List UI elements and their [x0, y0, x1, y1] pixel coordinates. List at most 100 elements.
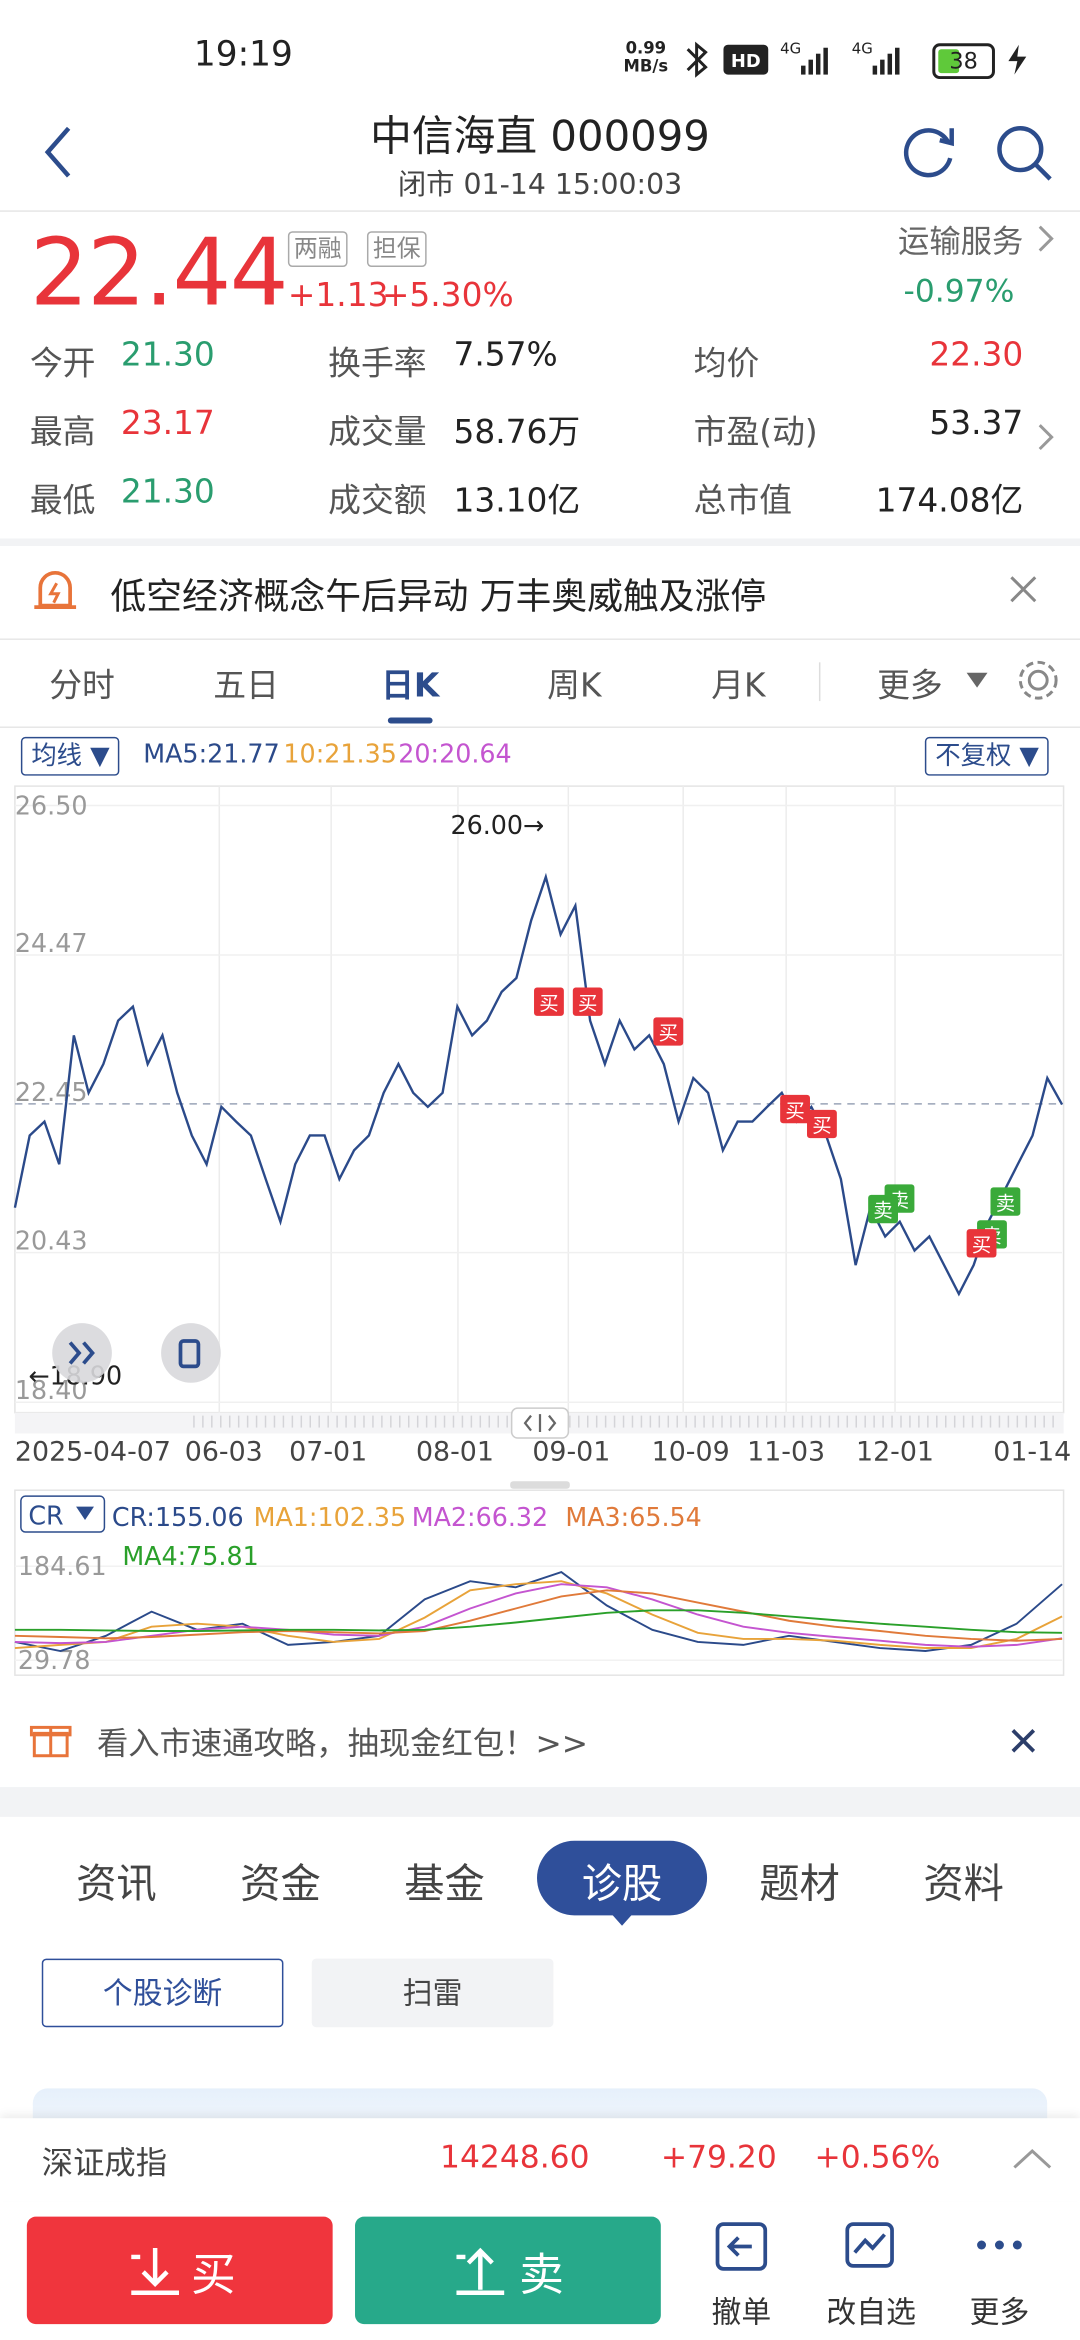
tag[interactable]: 两融 [287, 231, 348, 268]
price-change-pct: +5.30% [381, 277, 514, 315]
info-tab[interactable]: 资料 [923, 1861, 1004, 1908]
svg-text:HD: HD [731, 51, 761, 72]
cr-line [14, 1580, 1063, 1649]
settings-button[interactable] [1014, 656, 1062, 704]
signal-marker [653, 1017, 684, 1046]
stat-label: 成交额 [328, 483, 427, 521]
action-label[interactable]: 撤单 [711, 2294, 772, 2331]
signal-marker [534, 987, 564, 1016]
news-headline[interactable]: 低空经济概念午后异动 万丰奥威触及涨停 [110, 575, 767, 618]
dropdown-arrow [966, 672, 988, 688]
x-tick-label: 08-01 [416, 1436, 494, 1467]
diag-button[interactable]: 个股诊断 [41, 1958, 284, 2028]
battery: 38 [932, 43, 995, 80]
battery-level: 38 [949, 47, 978, 75]
info-tab[interactable]: 资讯 [76, 1861, 157, 1908]
stat-label: 均价 [693, 346, 760, 384]
index-value: 14248.60 [440, 2139, 590, 2175]
sector-name[interactable]: 运输服务 [898, 223, 1024, 260]
signal-label: 卖 [873, 1199, 892, 1222]
divider [0, 726, 1080, 728]
chart-tab[interactable]: 五日 [213, 668, 279, 706]
promo-text[interactable]: 看入市速通攻略，抽现金红包！>> [96, 1725, 589, 1762]
y-tick-label: 20.43 [15, 1226, 88, 1256]
market-status: 闭市 01-14 15:00:03 [397, 168, 683, 202]
expand-button[interactable] [1010, 2145, 1055, 2172]
sell-button[interactable] [355, 2216, 661, 2325]
info-tab[interactable]: 题材 [759, 1861, 840, 1908]
ma-selector[interactable]: 均线 ▼ [20, 736, 121, 776]
chart-tab[interactable]: 分时 [49, 668, 115, 706]
ma5-label: MA5:21.77 [143, 739, 280, 770]
chart-tab[interactable]: 日K [381, 668, 440, 706]
y-tick-label: 26.50 [15, 790, 88, 820]
stat-label: 最低 [29, 483, 96, 521]
cr-line [14, 1571, 1063, 1653]
x-tick-label: 10-09 [652, 1436, 730, 1467]
index-change: +79.20 [660, 2139, 777, 2175]
x-tick-label: 06-03 [185, 1436, 263, 1467]
dropdown-arrow [76, 1506, 94, 1521]
adjust-selector[interactable]: 不复权 ▼ [924, 736, 1050, 776]
status-icons: HD 4G 4G [686, 40, 900, 78]
tag[interactable]: 担保 [366, 231, 427, 268]
buy-button[interactable] [26, 2216, 333, 2325]
charging-icon [1008, 44, 1027, 75]
svg-text:4G: 4G [780, 40, 801, 58]
price-line [13, 872, 1064, 1297]
info-tab[interactable]: 基金 [404, 1861, 485, 1908]
signal-label: 买 [812, 1114, 831, 1137]
action-label[interactable]: 改自选 [826, 2294, 916, 2331]
section-gap [0, 1787, 1080, 1817]
cr-line [14, 1583, 1063, 1648]
stat-label: 最高 [29, 414, 96, 452]
stat-value: 53.37 [929, 405, 1024, 444]
info-tab[interactable]: 资金 [240, 1861, 321, 1908]
signal-label: 卖 [996, 1192, 1015, 1215]
panel-border [14, 1489, 1065, 1676]
scan-button[interactable]: 扫雷 [311, 1958, 554, 2028]
net-unit: MB/s [623, 56, 669, 77]
signal-label: 买 [578, 992, 597, 1015]
index-pct: +0.56% [814, 2139, 941, 2175]
cr-line [14, 1589, 1063, 1642]
info-tab[interactable]: 诊股 [581, 1861, 663, 1908]
ma20-label: 20:20.64 [398, 739, 512, 770]
x-tick-label: 2025-04-07 [15, 1436, 171, 1467]
gift-icon [29, 1725, 72, 1758]
y-tick-label: 22.45 [15, 1077, 88, 1107]
action-label[interactable]: 更多 [969, 2294, 1030, 2331]
adjust-label: 不复权 [935, 741, 1012, 772]
price-change: +1.13 [287, 277, 389, 315]
buy-icon [131, 2247, 180, 2295]
refresh-button[interactable] [898, 119, 961, 182]
float-button [52, 1323, 112, 1383]
active-tab-pill [537, 1840, 708, 1916]
divider [0, 210, 1080, 212]
search-button[interactable] [990, 119, 1056, 185]
chevron[interactable] [1034, 421, 1058, 454]
float-button [161, 1323, 221, 1383]
legend-entry: MA3:65.54 [565, 1502, 701, 1532]
alert-icon [34, 571, 77, 609]
index-name: 深证成指 [41, 2145, 168, 2181]
net-value: 0.99 [625, 38, 667, 59]
signal-marker [780, 1094, 810, 1124]
close-button[interactable] [1008, 1726, 1038, 1756]
more-icon [977, 2240, 1022, 2250]
signal-marker [990, 1187, 1021, 1216]
close-button[interactable] [1007, 573, 1040, 606]
chart-tab[interactable]: 月K [711, 668, 766, 706]
chart-tab[interactable]: 周K [547, 668, 602, 706]
index-bar[interactable] [0, 2118, 1080, 2202]
legend-entry: MA1:102.35 [254, 1502, 407, 1532]
cr-selector-label: CR [28, 1501, 63, 1531]
high-annotation: 26.00→ [450, 810, 544, 840]
x-tick-label: 11-03 [747, 1436, 825, 1467]
back-button[interactable] [36, 122, 84, 182]
stat-value: 21.30 [120, 337, 215, 375]
chart-border [14, 785, 1065, 1414]
chart-tab[interactable]: 更多 [877, 668, 943, 706]
stat-label: 成交量 [328, 414, 427, 452]
